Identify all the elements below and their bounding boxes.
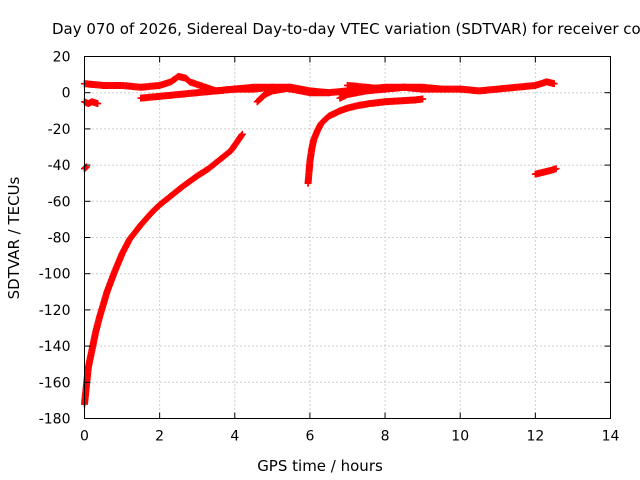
y-tick-label: -100 <box>39 267 71 283</box>
x-tick-label: 12 <box>526 429 544 445</box>
y-axis-label: SDTVAR / TECUs <box>5 176 23 300</box>
y-tick-label: 0 <box>62 86 71 102</box>
y-tick-label: -80 <box>48 231 71 247</box>
data-point-baseline-b <box>325 89 333 97</box>
x-tick-label: 8 <box>381 429 390 445</box>
axis-ticks: 0 2 4 6 8 10 12 14 20 0 -20 -40 -60 -80 -100 -120 -140 -1… <box>39 50 620 445</box>
x-tick-label: 10 <box>451 429 469 445</box>
data-point-baseline-a <box>550 80 558 88</box>
y-tick-label: -140 <box>39 339 71 355</box>
x-tick-label: 14 <box>602 429 620 445</box>
data-point-short-arc-2 <box>552 165 560 173</box>
data-points <box>81 72 560 408</box>
chart-title: Day 070 of 2026, Sidereal Day-to-day VTE… <box>52 20 640 38</box>
x-tick-label: 0 <box>80 429 89 445</box>
y-tick-label: 20 <box>53 50 71 66</box>
x-tick-label: 6 <box>305 429 314 445</box>
y-tick-label: -120 <box>39 303 71 319</box>
y-tick-label: -180 <box>39 412 71 428</box>
y-tick-label: -40 <box>48 158 71 174</box>
y-tick-label: -60 <box>48 194 71 210</box>
data-point-baseline-c <box>280 85 288 93</box>
x-tick-label: 2 <box>155 429 164 445</box>
data-point-rising-arc-2 <box>419 95 427 103</box>
data-point-short-arc-1 <box>94 100 102 108</box>
data-point-baseline-e <box>437 85 445 93</box>
x-axis-label: GPS time / hours <box>257 457 383 475</box>
data-point-rising-arc-1 <box>237 131 245 139</box>
x-tick-label: 4 <box>230 429 239 445</box>
y-tick-label: -160 <box>39 375 71 391</box>
data-point-rising-arc-1 <box>238 130 246 138</box>
grid <box>84 56 611 419</box>
y-tick-label: -20 <box>48 122 71 138</box>
